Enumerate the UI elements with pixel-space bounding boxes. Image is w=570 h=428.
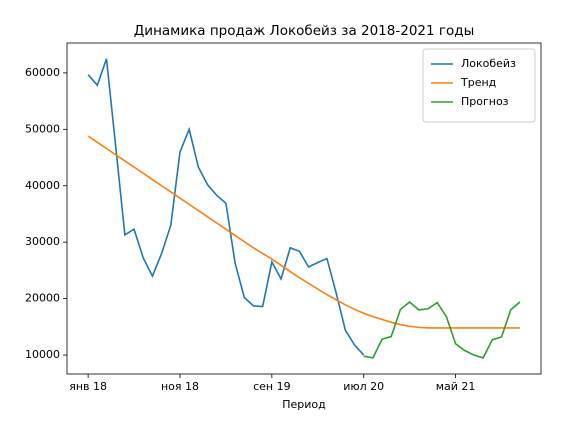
x-tick-label: янв 18 [69,380,107,393]
x-tick-label: сен 19 [253,380,291,393]
x-tick-label: май 21 [436,380,476,393]
plot-frame [66,42,542,375]
y-tick-label: 40000 [25,179,60,192]
y-tick-label: 20000 [25,292,60,305]
legend-label: Локобейз [461,57,516,70]
x-tick-label: июл 20 [343,380,384,393]
y-tick-label: 50000 [25,122,60,135]
chart-title: Динамика продаж Локобейз за 2018-2021 го… [134,23,474,39]
y-tick-label: 60000 [25,66,60,79]
y-tick-label: 30000 [25,235,60,248]
x-tick-label: ноя 18 [161,380,199,393]
legend-label: Прогноз [461,95,509,108]
legend-box [422,48,536,123]
line-series [363,300,521,359]
line-series [87,58,365,356]
legend-label: Тренд [460,76,497,89]
y-tick-label: 10000 [25,348,60,361]
x-axis-label: Период [282,398,326,411]
line-series [87,135,520,329]
